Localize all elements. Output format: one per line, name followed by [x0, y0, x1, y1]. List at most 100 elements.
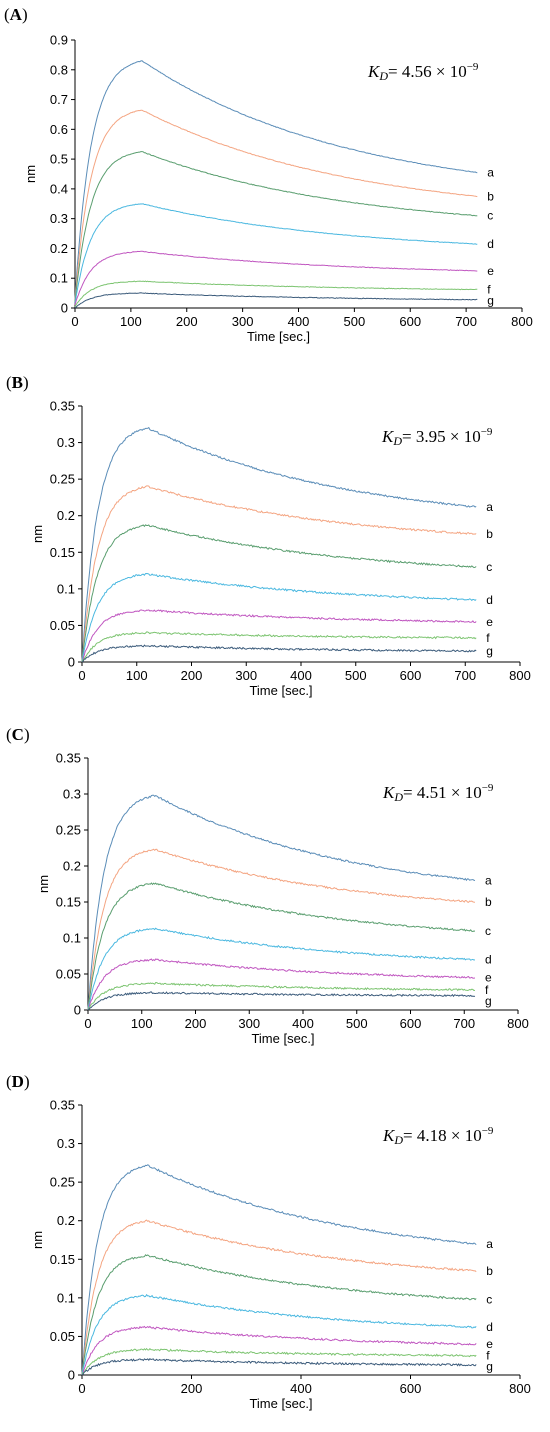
x-tick-label: 700 — [455, 314, 477, 329]
y-tick-label: 0.3 — [50, 211, 68, 226]
y-tick-label: 0.9 — [50, 33, 68, 48]
series-line-e — [87, 958, 476, 1011]
curve-label-c: c — [487, 209, 493, 223]
kd-annotation: KD= 3.95 × 10−9 — [381, 426, 493, 448]
x-axis-title: Time [sec.] — [247, 329, 310, 344]
y-tick-label: 0.2 — [57, 1213, 75, 1228]
curve-label-e: e — [487, 264, 494, 278]
y-tick-label: 0.35 — [50, 1098, 75, 1113]
y-axis-title: nm — [23, 165, 38, 183]
x-tick-label: 700 — [453, 1016, 475, 1031]
x-tick-label: 200 — [176, 314, 198, 329]
x-tick-label: 600 — [400, 1016, 422, 1031]
x-tick-label: 600 — [400, 1381, 422, 1396]
series-line-e — [74, 250, 478, 306]
series-line-a — [87, 794, 476, 1011]
series-line-c — [81, 1254, 477, 1376]
x-tick-label: 200 — [181, 668, 203, 683]
curve-label-f: f — [486, 631, 490, 645]
curve-label-a: a — [486, 1237, 493, 1251]
series-line-f — [81, 631, 477, 663]
x-tick-label: 500 — [346, 1016, 368, 1031]
curve-label-a: a — [485, 873, 492, 887]
series-line-a — [74, 60, 478, 300]
chart-panel-c: (C) 0 0.05 0.1 0.15 0.2 0.25 0.3 0.35 0 100 200 300 4… — [6, 725, 529, 1046]
chart-panel-a: (A) 0 0.1 0.2 0.3 0.4 0.5 0.6 0.7 0.8 0.9 0 100 200 30… — [4, 5, 533, 344]
series-line-f — [74, 280, 478, 307]
y-tick-label: 0.1 — [50, 271, 68, 286]
curve-label-g: g — [487, 294, 494, 308]
y-tick-label: 0.2 — [63, 859, 81, 874]
series-line-f — [81, 1347, 477, 1376]
y-tick-label: 0.25 — [56, 823, 81, 838]
x-tick-label: 800 — [509, 1381, 531, 1396]
y-tick-label: 0.1 — [57, 581, 75, 596]
series-line-e — [81, 1325, 477, 1376]
x-tick-label: 0 — [78, 668, 85, 683]
curve-label-b: b — [486, 1264, 493, 1278]
curve-label-e: e — [486, 1337, 493, 1351]
y-tick-label: 0.35 — [56, 751, 81, 766]
series-line-g — [74, 292, 478, 309]
panel-label: (B) — [6, 373, 29, 392]
x-tick-label: 500 — [344, 314, 366, 329]
x-tick-label: 400 — [290, 1381, 312, 1396]
curve-label-g: g — [486, 1360, 493, 1374]
x-tick-label: 300 — [232, 314, 254, 329]
kd-annotation: KD= 4.56 × 10−9 — [367, 61, 479, 83]
y-tick-label: 0.15 — [56, 895, 81, 910]
x-tick-label: 800 — [511, 314, 533, 329]
x-tick-label: 700 — [454, 668, 476, 683]
y-axis-title: nm — [36, 875, 51, 893]
x-tick-label: 600 — [400, 668, 422, 683]
y-tick-label: 0 — [68, 655, 75, 670]
x-tick-label: 500 — [345, 668, 367, 683]
panel-label: (A) — [4, 5, 28, 24]
curve-label-b: b — [485, 895, 492, 909]
x-axis-title: Time [sec.] — [249, 1396, 312, 1411]
y-tick-label: 0.1 — [57, 1290, 75, 1305]
y-tick-label: 0 — [68, 1368, 75, 1383]
y-tick-label: 0.15 — [50, 1252, 75, 1267]
x-tick-label: 0 — [78, 1381, 85, 1396]
series-line-b — [87, 848, 476, 1011]
x-tick-label: 400 — [288, 314, 310, 329]
x-tick-label: 400 — [290, 668, 312, 683]
x-tick-label: 200 — [185, 1016, 207, 1031]
x-tick-label: 0 — [84, 1016, 91, 1031]
curve-label-e: e — [485, 971, 492, 985]
y-tick-label: 0 — [74, 1003, 81, 1018]
curve-label-g: g — [486, 644, 493, 658]
curve-label-f: f — [485, 983, 489, 997]
curve-label-d: d — [486, 593, 493, 607]
x-tick-label: 100 — [131, 1016, 153, 1031]
series-line-b — [74, 109, 478, 301]
series-line-c — [81, 524, 477, 663]
curve-label-b: b — [486, 527, 493, 541]
curve-label-d: d — [485, 953, 492, 967]
curve-label-c: c — [485, 924, 491, 938]
x-tick-label: 100 — [120, 314, 142, 329]
x-tick-label: 400 — [292, 1016, 314, 1031]
x-tick-label: 300 — [238, 1016, 260, 1031]
x-tick-label: 600 — [399, 314, 421, 329]
x-tick-label: 200 — [181, 1381, 203, 1396]
series-line-d — [81, 1293, 477, 1376]
x-axis-title: Time [sec.] — [251, 1031, 314, 1046]
kd-annotation: KD= 4.18 × 10−9 — [382, 1125, 494, 1147]
curve-label-f: f — [486, 1349, 490, 1363]
curve-label-a: a — [487, 166, 494, 180]
series-line-c — [74, 151, 478, 303]
y-tick-label: 0.35 — [50, 399, 75, 414]
series-line-e — [81, 609, 477, 663]
curve-label-d: d — [486, 1320, 493, 1334]
series-line-d — [81, 572, 477, 663]
series-line-a — [81, 1164, 477, 1376]
curve-label-a: a — [486, 500, 493, 514]
y-tick-label: 0.25 — [50, 1175, 75, 1190]
panel-label: (C) — [6, 725, 30, 744]
y-tick-label: 0.2 — [50, 241, 68, 256]
y-tick-label: 0.8 — [50, 62, 68, 77]
series-line-g — [87, 991, 476, 1011]
